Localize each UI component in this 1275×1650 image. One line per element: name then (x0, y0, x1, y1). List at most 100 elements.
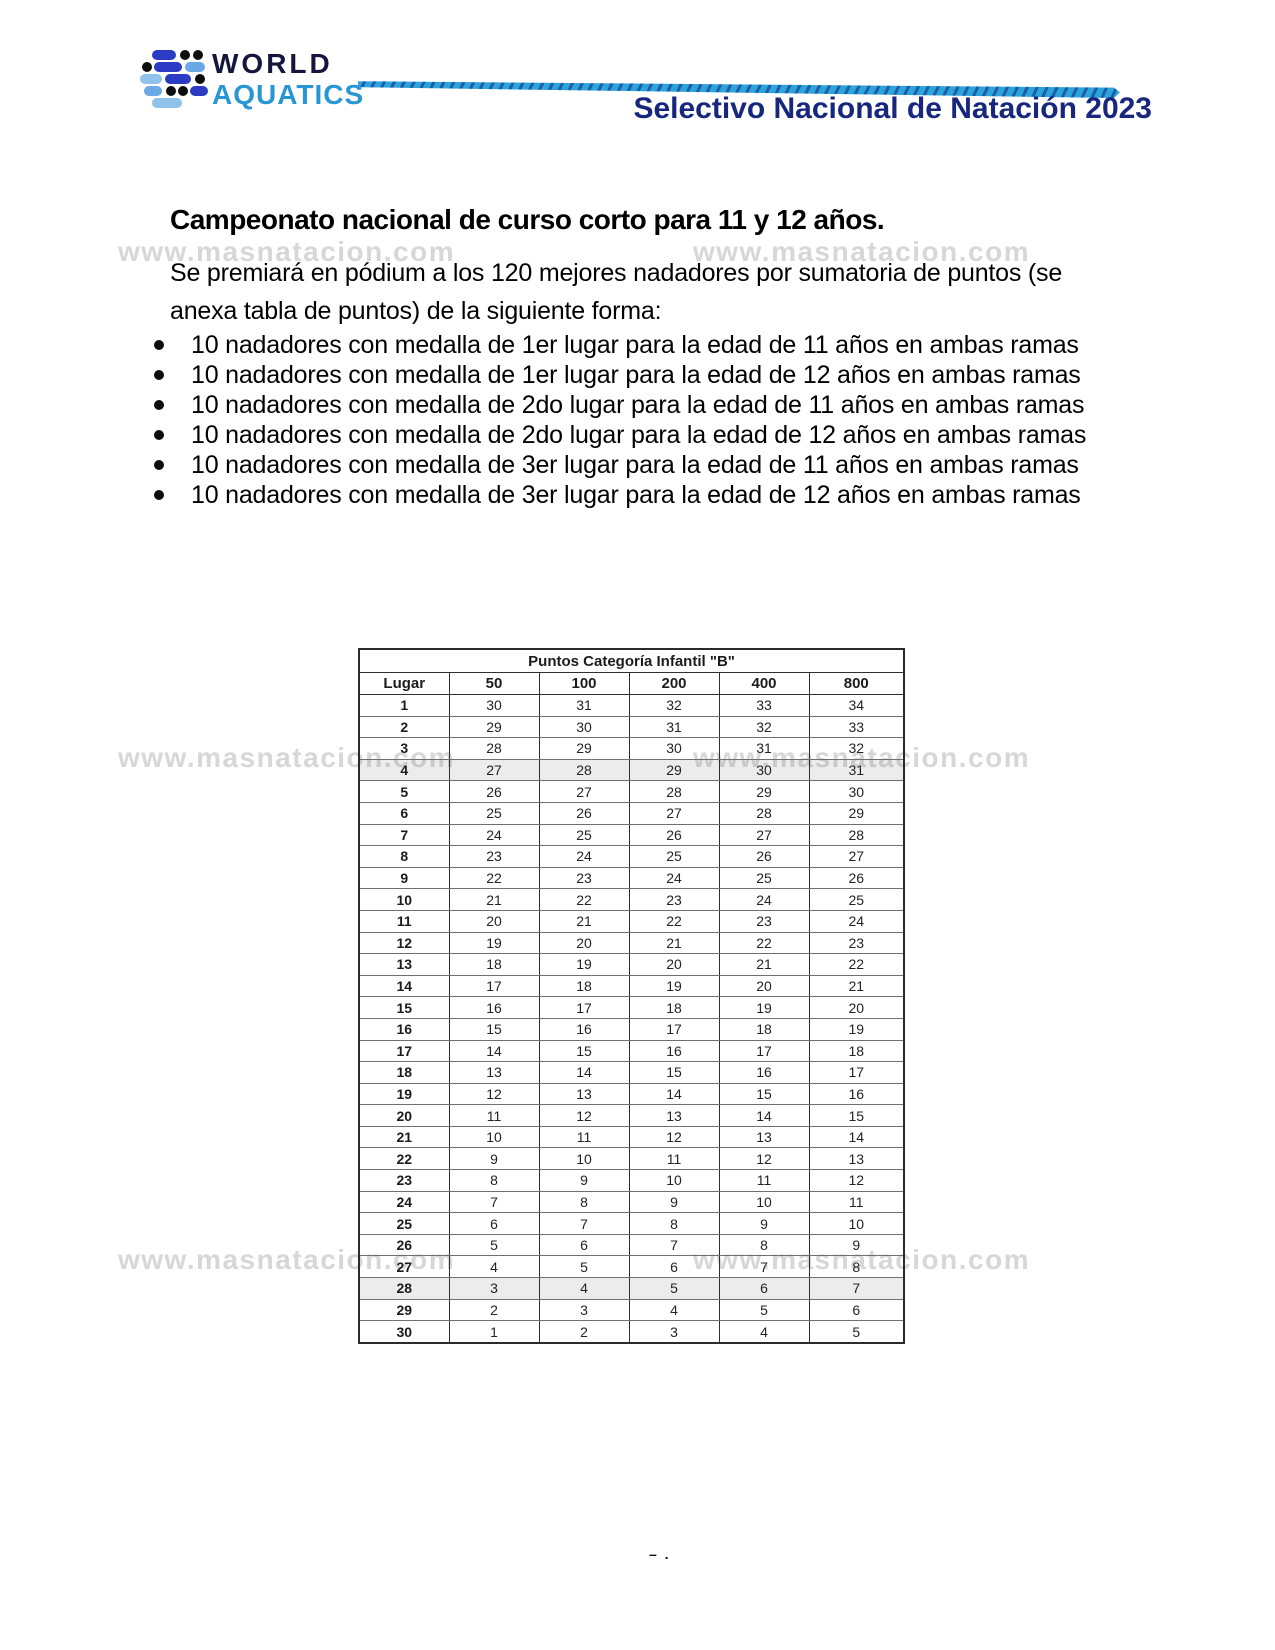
table-row: 21 10 11 12 13 14 (358, 1125, 905, 1149)
cell: 2 (538, 1320, 630, 1344)
logo-pill (152, 50, 176, 60)
table-row: 11 20 21 22 23 24 (358, 909, 905, 933)
table-row: 26 5 6 7 8 9 (358, 1233, 905, 1257)
cell: 5 (538, 1255, 630, 1279)
intro-line: Se premiará en pódium a los 120 mejores … (170, 259, 1063, 287)
table-row: 24 7 8 9 10 11 (358, 1190, 905, 1214)
cell: 26 (628, 823, 720, 847)
cell: 20 (628, 953, 720, 976)
cell: 7 (628, 1233, 720, 1257)
cell: 13 (808, 1147, 905, 1171)
cell: 27 (718, 823, 810, 847)
table-row: 15 16 17 18 19 20 (358, 996, 905, 1019)
cell: 19 (628, 974, 720, 998)
cell: 3 (628, 1320, 720, 1344)
cell: 21 (538, 909, 630, 933)
cell: 4 (448, 1255, 540, 1279)
cell: 16 (448, 996, 540, 1019)
cell: 14 (628, 1082, 720, 1106)
bullet-text: 10 nadadores con medalla de 3er lugar pa… (191, 451, 1079, 479)
cell: 8 (718, 1233, 810, 1257)
cell: 30 (538, 715, 630, 739)
bullet-text: 10 nadadores con medalla de 1er lugar pa… (191, 361, 1081, 389)
cell: 31 (808, 758, 905, 782)
cell: 33 (718, 694, 810, 717)
row-label: 9 (358, 866, 450, 890)
cell: 7 (808, 1277, 905, 1300)
cell: 13 (448, 1061, 540, 1084)
column-header: 800 (808, 672, 905, 695)
row-label: 17 (358, 1039, 450, 1063)
bullet-icon (154, 460, 164, 470)
table-row: 23 8 9 10 11 12 (358, 1169, 905, 1192)
row-label: 3 (358, 737, 450, 760)
intro-paragraph: Se premiará en pódium a los 120 mejores … (170, 254, 1062, 330)
world-aquatics-logo-icon (140, 48, 210, 110)
cell: 4 (718, 1320, 810, 1344)
cell: 19 (808, 1017, 905, 1041)
bullet-icon (154, 490, 164, 500)
cell: 18 (538, 974, 630, 998)
cell: 7 (538, 1212, 630, 1235)
cell: 11 (718, 1169, 810, 1192)
cell: 31 (718, 737, 810, 760)
logo-text: WORLD AQUATICS (212, 50, 364, 109)
table-row: 17 14 15 16 17 18 (358, 1039, 905, 1063)
cell: 25 (448, 801, 540, 825)
cell: 11 (448, 1104, 540, 1127)
page-title: Selectivo Nacional de Natación 2023 (633, 92, 1152, 125)
logo-pill (185, 62, 205, 72)
column-header: Lugar (358, 672, 450, 695)
table-row: 4 27 28 29 30 31 (358, 758, 905, 782)
table-row: 5 26 27 28 29 30 (358, 780, 905, 803)
cell: 9 (808, 1233, 905, 1257)
cell: 10 (628, 1169, 720, 1192)
cell: 6 (538, 1233, 630, 1257)
logo-pill (190, 86, 208, 96)
row-label: 12 (358, 931, 450, 955)
cell: 18 (718, 1017, 810, 1041)
cell: 26 (448, 780, 540, 803)
cell: 3 (538, 1298, 630, 1322)
cell: 24 (448, 823, 540, 847)
cell: 18 (808, 1039, 905, 1063)
cell: 30 (448, 694, 540, 717)
cell: 5 (448, 1233, 540, 1257)
cell: 23 (628, 888, 720, 911)
cell: 14 (538, 1061, 630, 1084)
cell: 8 (538, 1190, 630, 1214)
watermark-text: www.masnatacion.com (693, 236, 1031, 267)
logo-dot (142, 62, 152, 72)
cell: 19 (538, 953, 630, 976)
cell: 15 (718, 1082, 810, 1106)
table-row: 20 11 12 13 14 15 (358, 1104, 905, 1127)
cell: 21 (628, 931, 720, 955)
cell: 24 (718, 888, 810, 911)
cell: 25 (808, 888, 905, 911)
table-row: 30 1 2 3 4 5 (358, 1320, 905, 1344)
logo-dot (193, 50, 203, 60)
cell: 24 (808, 909, 905, 933)
row-label: 18 (358, 1061, 450, 1084)
intro-line: anexa tabla de puntos) de la siguiente f… (170, 297, 662, 325)
cell: 20 (808, 996, 905, 1019)
cell: 33 (808, 715, 905, 739)
cell: 12 (628, 1125, 720, 1149)
cell: 12 (538, 1104, 630, 1127)
cell: 28 (448, 737, 540, 760)
cell: 22 (718, 931, 810, 955)
table-header-row: Lugar 50 100 200 400 800 (358, 672, 905, 695)
table-title: Puntos Categoría Infantil "B" (358, 648, 905, 673)
cell: 11 (628, 1147, 720, 1171)
cell: 5 (628, 1277, 720, 1300)
cell: 27 (628, 801, 720, 825)
cell: 16 (808, 1082, 905, 1106)
cell: 23 (538, 866, 630, 890)
column-header: 400 (718, 672, 810, 695)
cell: 9 (718, 1212, 810, 1235)
cell: 10 (808, 1212, 905, 1235)
table-row: 19 12 13 14 15 16 (358, 1082, 905, 1106)
logo-dot (180, 50, 190, 60)
row-label: 14 (358, 974, 450, 998)
cell: 12 (808, 1169, 905, 1192)
